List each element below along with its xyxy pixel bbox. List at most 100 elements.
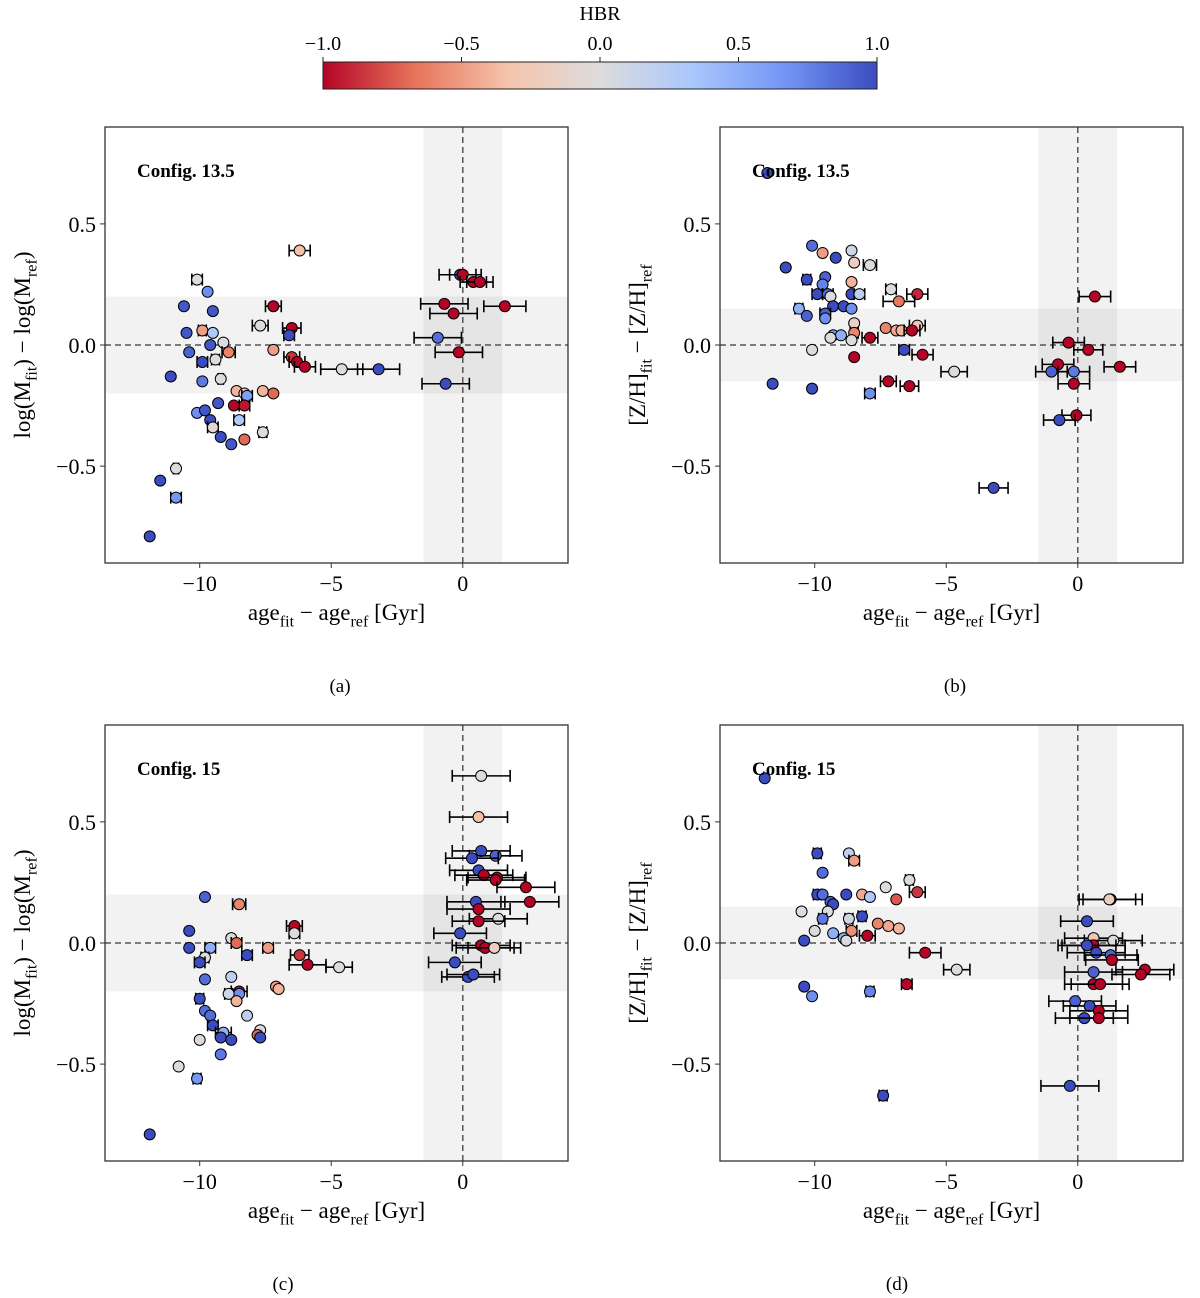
- data-point: [853, 288, 866, 301]
- data-point: [1053, 414, 1066, 427]
- data-point: [454, 927, 467, 940]
- data-point: [217, 336, 230, 349]
- data-point: [214, 431, 227, 444]
- data-point: [272, 983, 285, 996]
- data-point: [448, 956, 461, 969]
- data-point: [1063, 1079, 1076, 1092]
- data-point: [477, 869, 490, 882]
- y-axis-label: [Z/H]fit − [Z/H]ref: [625, 264, 655, 426]
- data-point: [196, 324, 209, 337]
- data-point: [1082, 343, 1095, 356]
- panel-caption: (c): [272, 1274, 293, 1295]
- x-tick-label: −5: [935, 571, 958, 596]
- config-annotation: Config. 13.5: [137, 161, 235, 182]
- data-point: [196, 355, 209, 368]
- data-point: [835, 329, 848, 342]
- data-point: [808, 924, 821, 937]
- data-point: [758, 772, 771, 785]
- x-axis-label: agefit − ageref [Gyr]: [863, 1198, 1040, 1228]
- data-point: [911, 886, 924, 899]
- data-point: [472, 903, 485, 916]
- data-point: [225, 970, 238, 983]
- data-point: [806, 990, 819, 1003]
- data-point: [301, 958, 314, 971]
- x-tick-label: −5: [320, 571, 343, 596]
- data-point: [892, 295, 905, 308]
- data-point: [1069, 995, 1082, 1008]
- data-point: [143, 1128, 156, 1141]
- data-point: [882, 920, 895, 933]
- y-tick-label: 0.0: [684, 931, 712, 956]
- x-tick-label: −10: [797, 1169, 831, 1194]
- data-point: [863, 890, 876, 903]
- data-point: [198, 890, 211, 903]
- y-tick-label: 0.5: [684, 212, 712, 237]
- x-axis-label: agefit − ageref [Gyr]: [248, 600, 425, 630]
- panel-caption: (d): [886, 1274, 908, 1295]
- config-annotation: Config. 13.5: [752, 161, 850, 182]
- y-tick-label: 0.0: [69, 333, 97, 358]
- data-point: [143, 530, 156, 543]
- data-point: [816, 246, 829, 259]
- x-tick-label: 0: [457, 571, 468, 596]
- data-point: [183, 924, 196, 937]
- data-point: [1107, 934, 1120, 947]
- y-tick-label: 0.5: [69, 810, 97, 835]
- data-point: [916, 348, 929, 361]
- config-annotation: Config. 15: [752, 759, 835, 780]
- data-point: [863, 259, 876, 272]
- data-point: [154, 474, 167, 487]
- data-point: [298, 360, 311, 373]
- data-point: [201, 285, 214, 298]
- data-point: [164, 370, 177, 383]
- data-point: [845, 302, 858, 315]
- data-point: [903, 874, 916, 887]
- x-tick-label: −10: [182, 1169, 216, 1194]
- data-point: [222, 987, 235, 1000]
- data-point: [842, 912, 855, 925]
- colorbar-label: HBR: [579, 3, 621, 25]
- panel-caption: (a): [329, 676, 350, 697]
- x-tick-label: 0: [457, 1169, 468, 1194]
- data-point: [498, 300, 511, 313]
- data-point: [196, 375, 209, 388]
- data-point: [472, 811, 485, 824]
- data-point: [898, 343, 911, 356]
- data-point: [214, 1048, 227, 1061]
- data-point: [766, 377, 779, 390]
- data-point: [230, 995, 243, 1008]
- data-point: [1080, 915, 1093, 928]
- panel-caption: (b): [944, 676, 966, 697]
- data-point: [452, 346, 465, 359]
- data-point: [222, 346, 235, 359]
- data-point: [1090, 946, 1103, 959]
- panel-a: −10 −5 0 −0.5 0.0 0.5 agefit − ageref [Gyr] log…: [10, 126, 569, 697]
- data-point: [806, 239, 819, 252]
- data-point: [475, 769, 488, 782]
- data-point: [779, 261, 792, 274]
- data-point: [800, 273, 813, 286]
- data-point: [241, 949, 254, 962]
- data-point: [267, 300, 280, 313]
- data-point: [438, 297, 451, 310]
- y-tick-label: −0.5: [56, 454, 96, 479]
- y-tick-label: −0.5: [56, 1052, 96, 1077]
- data-point: [806, 382, 819, 395]
- data-point: [863, 985, 876, 998]
- data-point: [492, 912, 505, 925]
- data-point: [206, 1019, 219, 1032]
- data-point: [816, 888, 829, 901]
- data-point: [1134, 968, 1147, 981]
- data-point: [467, 968, 480, 981]
- data-point: [238, 433, 251, 446]
- y-tick-label: 0.5: [684, 810, 712, 835]
- data-point: [431, 331, 444, 344]
- data-point: [903, 380, 916, 393]
- data-point: [840, 888, 853, 901]
- colorbar-tick-label: 0.5: [726, 33, 751, 55]
- data-point: [233, 414, 246, 427]
- data-point: [193, 956, 206, 969]
- y-tick-label: 0.0: [684, 333, 712, 358]
- data-point: [225, 1033, 238, 1046]
